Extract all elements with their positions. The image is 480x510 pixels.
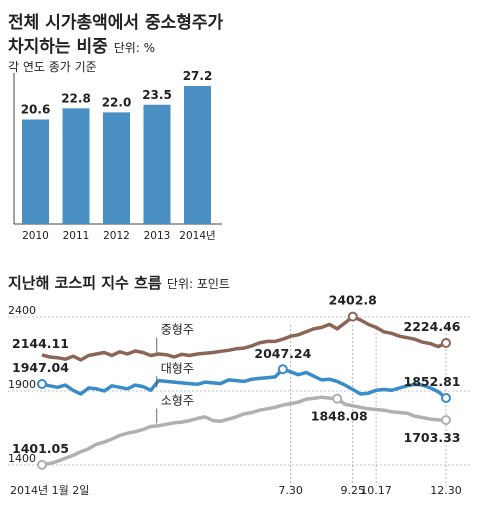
data-point-marker <box>277 364 288 375</box>
data-value-label: 2144.11 <box>12 336 69 351</box>
bar-value-label: 27.2 <box>183 69 213 83</box>
bar-chart-title-text: 차지하는 비중 <box>8 37 108 57</box>
series-line <box>41 367 448 400</box>
data-point-marker <box>37 379 47 390</box>
bar <box>103 112 130 224</box>
x-tick-label: 2014년 1월 2일 <box>10 483 89 497</box>
bar-category-label: 2013 <box>144 230 171 242</box>
bar <box>184 86 211 224</box>
series-name-label: 소형주 <box>161 394 194 408</box>
data-value-label: 2047.24 <box>254 346 311 361</box>
line-chart-title-text: 지난해 코스피 지수 흐름 <box>8 274 162 292</box>
bar-chart-title-line2: 차지하는 비중 단위: % <box>8 32 155 57</box>
data-point-marker <box>441 337 451 348</box>
x-tick-label: 10.17 <box>360 484 392 497</box>
bar <box>22 119 49 224</box>
bar <box>62 108 90 224</box>
data-value-label: 1947.04 <box>12 360 69 375</box>
data-point-marker <box>441 392 451 403</box>
bar-value-label: 22.8 <box>61 91 91 105</box>
data-value-label: 2402.8 <box>329 293 377 308</box>
y-tick-label: 1400 <box>8 452 36 465</box>
bar-chart-unit: 단위: % <box>113 41 156 55</box>
bar-value-label: 20.6 <box>21 102 51 116</box>
data-value-label: 1703.33 <box>404 430 461 445</box>
data-point-marker <box>347 311 358 322</box>
x-tick-label: 12.30 <box>430 484 462 497</box>
series-name-label: 중형주 <box>161 322 194 336</box>
bar-category-label: 2011 <box>63 230 90 242</box>
bar-value-label: 23.5 <box>142 88 172 102</box>
bar-chart-subtitle: 각 연도 종가 기준 <box>8 60 97 74</box>
y-tick-label: 1900 <box>8 378 36 391</box>
bar-category-label: 2010 <box>22 230 49 242</box>
data-point-marker <box>37 459 47 470</box>
series-name-label: 대형주 <box>161 361 194 375</box>
data-value-label: 1848.08 <box>311 409 368 424</box>
bar-chart: 20.6 2010 22.8 2011 22.0 2012 23.5 2013 27.2 2014… <box>13 69 222 242</box>
y-tick-label: 2400 <box>8 304 36 317</box>
bar-value-label: 22.0 <box>102 95 132 109</box>
series-line <box>41 314 447 362</box>
bar-category-label: 2012 <box>103 230 130 242</box>
data-value-label: 1401.05 <box>12 441 69 456</box>
bar <box>143 104 171 224</box>
data-value-label: 2224.46 <box>404 319 461 334</box>
x-tick-label: 7.30 <box>278 484 303 497</box>
series-line <box>41 395 447 467</box>
bar-category-label: 2014년 <box>179 230 215 242</box>
line-chart-title: 지난해 코스피 지수 흐름 단위: 포인트 <box>8 272 230 293</box>
line-chart-unit: 단위: 포인트 <box>166 277 230 291</box>
data-value-label: 1852.81 <box>404 374 461 389</box>
x-tick-label: 9.25 <box>341 484 366 497</box>
data-point-marker <box>332 393 343 404</box>
data-point-marker <box>441 415 451 426</box>
bar-chart-title: 전체 시가총액에서 중소형주가 <box>8 13 224 33</box>
